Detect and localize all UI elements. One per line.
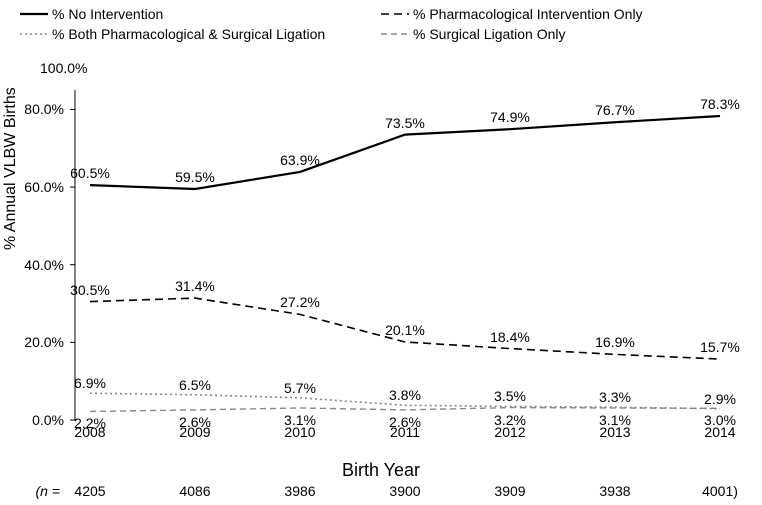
- n-prefix: (n =: [35, 483, 60, 499]
- data-label: 15.7%: [700, 339, 740, 355]
- data-label: 31.4%: [175, 278, 215, 294]
- n-value: 3900: [389, 483, 420, 499]
- data-label: 2.9%: [704, 391, 736, 407]
- y-tick-label: 80.0%: [24, 101, 64, 117]
- data-label: 3.0%: [704, 412, 736, 428]
- y-axis-label: % Annual VLBW Births: [2, 87, 20, 250]
- plot-svg: [70, 90, 740, 420]
- line-dash2-icon: [381, 27, 409, 41]
- n-value: 3986: [284, 483, 315, 499]
- data-label: 5.7%: [284, 380, 316, 396]
- hundred-percent-label: 100.0%: [40, 60, 87, 76]
- legend-item-surg-only: % Surgical Ligation Only: [381, 24, 742, 44]
- data-label: 60.5%: [70, 165, 110, 181]
- data-label: 3.5%: [494, 388, 526, 404]
- chart-container: % No Intervention % Pharmacological Inte…: [0, 0, 762, 505]
- data-label: 78.3%: [700, 96, 740, 112]
- data-label: 2.2%: [74, 415, 106, 431]
- n-value: 4205: [74, 483, 105, 499]
- legend: % No Intervention % Pharmacological Inte…: [20, 4, 742, 44]
- n-value: 4001): [702, 483, 738, 499]
- line-dot-icon: [20, 27, 48, 41]
- data-label: 30.5%: [70, 282, 110, 298]
- data-label: 74.9%: [490, 109, 530, 125]
- data-label: 6.5%: [179, 377, 211, 393]
- data-label: 3.2%: [494, 412, 526, 428]
- legend-item-both: % Both Pharmacological & Surgical Ligati…: [20, 24, 381, 44]
- data-label: 6.9%: [74, 375, 106, 391]
- legend-item-no-intervention: % No Intervention: [20, 4, 381, 24]
- data-label: 20.1%: [385, 322, 425, 338]
- data-label: 18.4%: [490, 329, 530, 345]
- x-axis-label: Birth Year: [0, 460, 762, 481]
- line-solid-icon: [20, 7, 48, 21]
- y-tick-label: 60.0%: [24, 179, 64, 195]
- y-tick-label: 0.0%: [32, 412, 64, 428]
- n-value: 4086: [179, 483, 210, 499]
- data-label: 2.6%: [179, 414, 211, 430]
- legend-label: % Both Pharmacological & Surgical Ligati…: [52, 26, 325, 42]
- n-value: 3909: [494, 483, 525, 499]
- data-label: 3.8%: [389, 387, 421, 403]
- legend-label: % Surgical Ligation Only: [413, 26, 566, 42]
- data-label: 3.1%: [599, 412, 631, 428]
- legend-label: % No Intervention: [52, 6, 163, 22]
- n-value: 3938: [599, 483, 630, 499]
- y-tick-label: 40.0%: [24, 257, 64, 273]
- data-label: 3.1%: [284, 412, 316, 428]
- data-label: 76.7%: [595, 102, 635, 118]
- data-label: 63.9%: [280, 152, 320, 168]
- legend-item-pharm-only: % Pharmacological Intervention Only: [381, 4, 742, 24]
- data-label: 59.5%: [175, 169, 215, 185]
- line-dash-icon: [381, 7, 409, 21]
- n-row: (n = 4205408639863900390939384001): [70, 483, 740, 501]
- data-label: 2.6%: [389, 414, 421, 430]
- data-label: 27.2%: [280, 294, 320, 310]
- legend-label: % Pharmacological Intervention Only: [413, 6, 643, 22]
- data-label: 3.3%: [599, 389, 631, 405]
- data-label: 73.5%: [385, 115, 425, 131]
- y-tick-label: 20.0%: [24, 334, 64, 350]
- plot-area: 0.0%20.0%40.0%60.0%80.0%2008200920102011…: [70, 90, 740, 420]
- data-label: 16.9%: [595, 334, 635, 350]
